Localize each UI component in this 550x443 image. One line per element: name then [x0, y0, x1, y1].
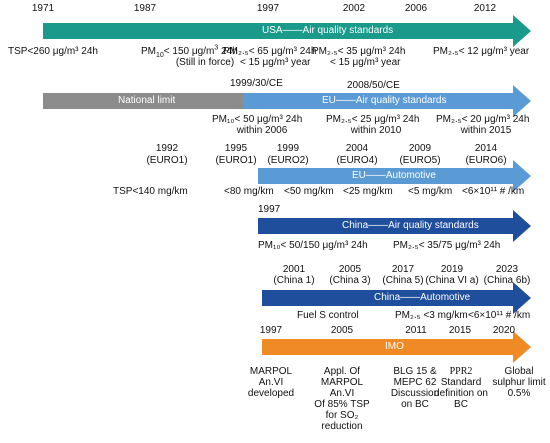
eu-std2-line1: PM₂.₅< 25 μg/m³ 24h — [326, 114, 420, 125]
usa-timeline-arrow — [43, 15, 531, 47]
eu-auto-year-2004: 2004 — [345, 143, 369, 154]
china-automotive-arrow — [262, 282, 531, 314]
usa-pm25-1997-line2: < 15 μg/m³ year — [240, 57, 311, 68]
eu-auto-limit-6: <6×10¹¹ # /km — [462, 186, 525, 197]
china-auto-stage-2001: (China 1) — [273, 275, 315, 286]
eu-bar-label: EU——Air quality standards — [322, 95, 447, 106]
china-auto-year-2019: 2019 — [440, 264, 464, 275]
imo-year-2011: 2011 — [405, 325, 427, 336]
eu-national-limit-bar — [43, 93, 243, 109]
imo-event-2005: Appl. Of MARPOL An.VI Of 85% TSP for SO₂ redu… — [314, 366, 370, 432]
eu-auto-year-1999: 1999 — [276, 143, 300, 154]
china-auto-limit-pn: <6×10¹¹ # /km — [468, 310, 531, 321]
eu-national-limit-label: National limit — [118, 95, 176, 106]
china-auto-bar-label: China——Automotive — [374, 292, 471, 303]
china-auto-year-2017: 2017 — [391, 264, 415, 275]
usa-pm25-2002-line1: PM₂.₅< 35 μg/m³ 24h — [312, 46, 406, 57]
china-air-bar-label: China——Air quality standards — [342, 220, 479, 231]
eu-std2-line2: within 2010 — [350, 125, 402, 136]
eu-auto-year-1992: 1992 — [155, 143, 179, 154]
eu-auto-limit-1: TSP<140 mg/km — [113, 186, 188, 197]
eu-air-quality-arrow — [243, 85, 531, 117]
imo-event-1997: MARPOL An.VI developed — [247, 366, 295, 399]
imo-year-1997: 1997 — [259, 325, 283, 336]
usa-tsp-standard: TSP<260 μg/m³ 24h — [8, 46, 98, 57]
usa-bar-label: USA——Air quality standards — [262, 25, 394, 36]
imo-year-2005: 2005 — [330, 325, 354, 336]
usa-pm25-2012: PM₂.₅< 12 μg/m³ year — [433, 46, 530, 57]
china-air-std1: PM₁₀< 50/150 μg/m³ 24h — [258, 240, 368, 251]
eu-auto-year-1995: 1995 — [224, 143, 248, 154]
usa-pm10-standard: PM10< 150 μg/m3 24h — [141, 44, 238, 59]
usa-pm25-1997-line1: PM₂.₅< 65 μg/m³ 24h — [223, 46, 317, 57]
imo-event-2020: Global sulphur limit 0.5% — [492, 366, 546, 399]
china-auto-stage-2019: (China VI a) — [425, 275, 479, 286]
eu-auto-year-2009: 2009 — [408, 143, 432, 154]
imo-arrow — [262, 331, 531, 363]
usa-year-2012: 2012 — [473, 3, 497, 14]
eu-automotive-arrow — [258, 160, 531, 192]
eu-auto-stage-2014: (EURO6) — [465, 155, 507, 166]
usa-year-1971: 1971 — [31, 3, 55, 14]
china-auto-limit-fuel: Fuel S control — [297, 310, 359, 321]
imo-year-2020: 2020 — [492, 325, 516, 336]
eu-auto-limit-5: <5 mg/km — [408, 186, 453, 197]
eu-auto-stage-1995: (EURO1) — [215, 155, 257, 166]
china-auto-stage-2023: (China 6b) — [483, 275, 531, 286]
usa-year-2002: 2002 — [342, 3, 366, 14]
china-auto-year-2001: 2001 — [282, 264, 306, 275]
china-auto-stage-2017: (China 5) — [382, 275, 424, 286]
china-air-std2: PM₂.₅< 35/75 μg/m³ 24h — [393, 240, 501, 251]
eu-auto-stage-2009: (EURO5) — [399, 155, 441, 166]
china-auto-limit-pm: PM₂.₅ <3 mg/km — [395, 310, 468, 321]
usa-year-1987: 1987 — [133, 3, 157, 14]
china-auto-stage-2005: (China 3) — [329, 275, 371, 286]
eu-directive-1999: 1999/30/CE — [230, 78, 283, 89]
eu-auto-limit-2: <80 mg/km — [224, 186, 274, 197]
eu-auto-bar-label: EU——Automotive — [352, 170, 436, 181]
eu-std1-line2: within 2006 — [236, 125, 288, 136]
eu-auto-year-2014: 2014 — [474, 143, 498, 154]
imo-bar-label: IMO — [385, 341, 404, 352]
eu-std1-line1: PM₁₀< 50 μg/m³ 24h — [212, 114, 303, 125]
imo-event-2011: BLG 15 & MEPC 62 Discussion on BC — [390, 366, 440, 410]
imo-year-2015: 2015 — [448, 325, 472, 336]
eu-auto-stage-2004: (EURO4) — [336, 155, 378, 166]
eu-auto-limit-4: <25 mg/km — [343, 186, 393, 197]
usa-year-1997: 1997 — [256, 3, 280, 14]
eu-auto-limit-3: <50 mg/km — [284, 186, 334, 197]
eu-auto-stage-1992: (EURO1) — [146, 155, 188, 166]
eu-std3-line2: within 2015 — [460, 125, 512, 136]
china-air-year-1997: 1997 — [258, 204, 281, 215]
usa-pm10-note: (Still in force) — [175, 57, 235, 68]
eu-auto-stage-1999: (EURO2) — [267, 155, 309, 166]
usa-pm25-2002-line2: < 15 μg/m³ year — [330, 57, 401, 68]
eu-directive-2008: 2008/50/CE — [347, 80, 400, 91]
china-auto-year-2023: 2023 — [495, 264, 519, 275]
usa-year-2006: 2006 — [404, 3, 428, 14]
eu-std3-line1: PM₂.₅< 20 μg/m³ 24h — [436, 114, 530, 125]
china-auto-year-2005: 2005 — [338, 264, 362, 275]
imo-event-2015: PPR2 Standard definition on BC — [434, 366, 488, 410]
china-air-quality-arrow — [258, 210, 531, 242]
